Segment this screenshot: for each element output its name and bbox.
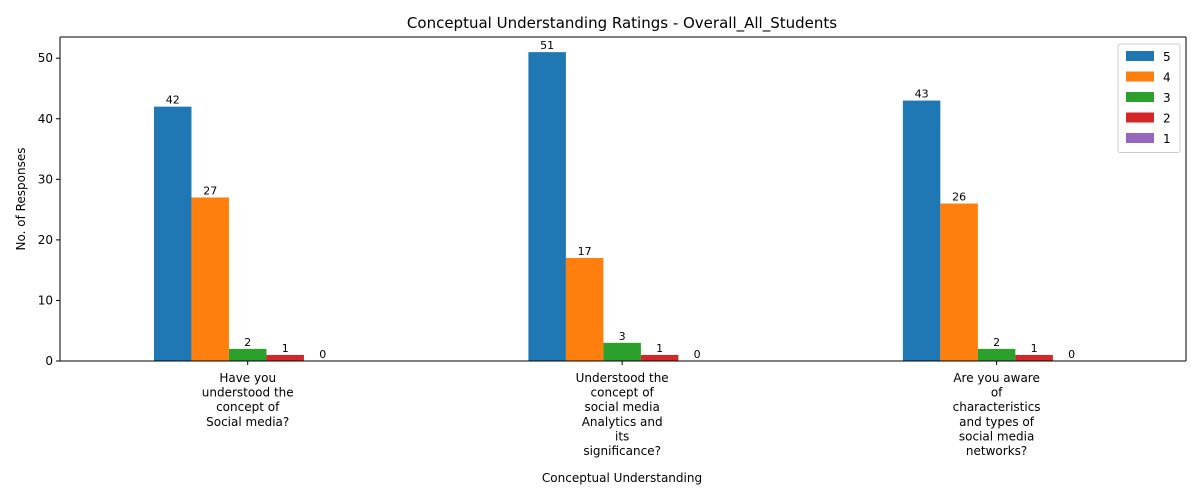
legend-swatch-3 — [1126, 92, 1154, 102]
bar-4-cat-3 — [940, 203, 978, 361]
x-tick-label: its — [615, 429, 629, 443]
x-tick-label: Social media? — [206, 415, 289, 429]
legend-swatch-5 — [1126, 51, 1154, 61]
bar-5-cat-3 — [902, 100, 941, 362]
bar-value-label: 17 — [578, 245, 592, 258]
y-tick-label: 20 — [38, 233, 53, 247]
legend-label-4: 4 — [1163, 71, 1171, 85]
bar-5-cat-2 — [528, 52, 566, 361]
bar-value-label: 2 — [993, 336, 1000, 349]
bar-4-cat-1 — [191, 197, 229, 361]
bar-3-cat-1 — [228, 348, 267, 361]
x-tick-label: networks? — [966, 444, 1027, 458]
x-tick-label: social media — [584, 400, 659, 414]
bar-value-label: 42 — [166, 94, 180, 107]
x-tick-label: understood the — [202, 386, 294, 400]
x-tick-label: Have you — [219, 371, 276, 385]
y-tick-label: 10 — [38, 293, 53, 307]
bar-4-cat-2 — [565, 258, 604, 361]
x-axis-label: Conceptual Understanding — [542, 471, 702, 485]
y-tick-label: 30 — [38, 172, 53, 186]
y-tick-label: 50 — [38, 51, 53, 65]
x-tick-label: concept of — [216, 400, 280, 414]
legend-swatch-2 — [1126, 112, 1154, 123]
y-tick-label: 0 — [45, 354, 53, 368]
x-tick-label: Are you aware — [953, 371, 1040, 385]
bar-2-cat-1 — [266, 354, 304, 361]
bar-value-label: 43 — [915, 88, 929, 101]
bar-2-cat-3 — [1015, 354, 1053, 361]
x-tick-label: and types of — [959, 415, 1035, 429]
y-tick-label: 40 — [38, 112, 53, 126]
x-tick-label: significance? — [583, 444, 661, 458]
bar-value-label: 0 — [319, 348, 326, 361]
legend-label-3: 3 — [1163, 91, 1171, 105]
x-tick-label: concept of — [591, 386, 655, 400]
bar-3-cat-2 — [603, 342, 641, 361]
x-tick-label: characteristics — [953, 400, 1041, 414]
legend-swatch-4 — [1126, 71, 1154, 82]
legend-label-5: 5 — [1163, 50, 1171, 64]
x-tick-label: Analytics and — [582, 415, 663, 429]
bar-value-label: 0 — [694, 348, 701, 361]
legend-swatch-1 — [1126, 133, 1154, 143]
bar-value-label: 2 — [244, 336, 251, 349]
y-axis-label: No. of Responses — [14, 147, 28, 250]
x-tick-label: Understood the — [576, 371, 669, 385]
bar-value-label: 51 — [540, 39, 554, 52]
bar-2-cat-2 — [640, 354, 679, 361]
bar-value-label: 1 — [282, 342, 289, 355]
chart-title: Conceptual Understanding Ratings - Overa… — [407, 14, 837, 33]
bar-value-label: 27 — [203, 184, 217, 197]
bar-5-cat-1 — [153, 106, 192, 361]
bar-value-label: 1 — [1031, 342, 1038, 355]
bar-value-label: 3 — [619, 330, 626, 343]
x-tick-label: of — [991, 386, 1003, 400]
x-tick-label: social media — [959, 429, 1034, 443]
legend-label-1: 1 — [1163, 132, 1171, 146]
legend-label-2: 2 — [1163, 112, 1171, 126]
bar-value-label: 0 — [1068, 348, 1075, 361]
bar-value-label: 1 — [656, 342, 663, 355]
bar-3-cat-3 — [977, 348, 1016, 361]
bar-value-label: 26 — [952, 191, 966, 204]
